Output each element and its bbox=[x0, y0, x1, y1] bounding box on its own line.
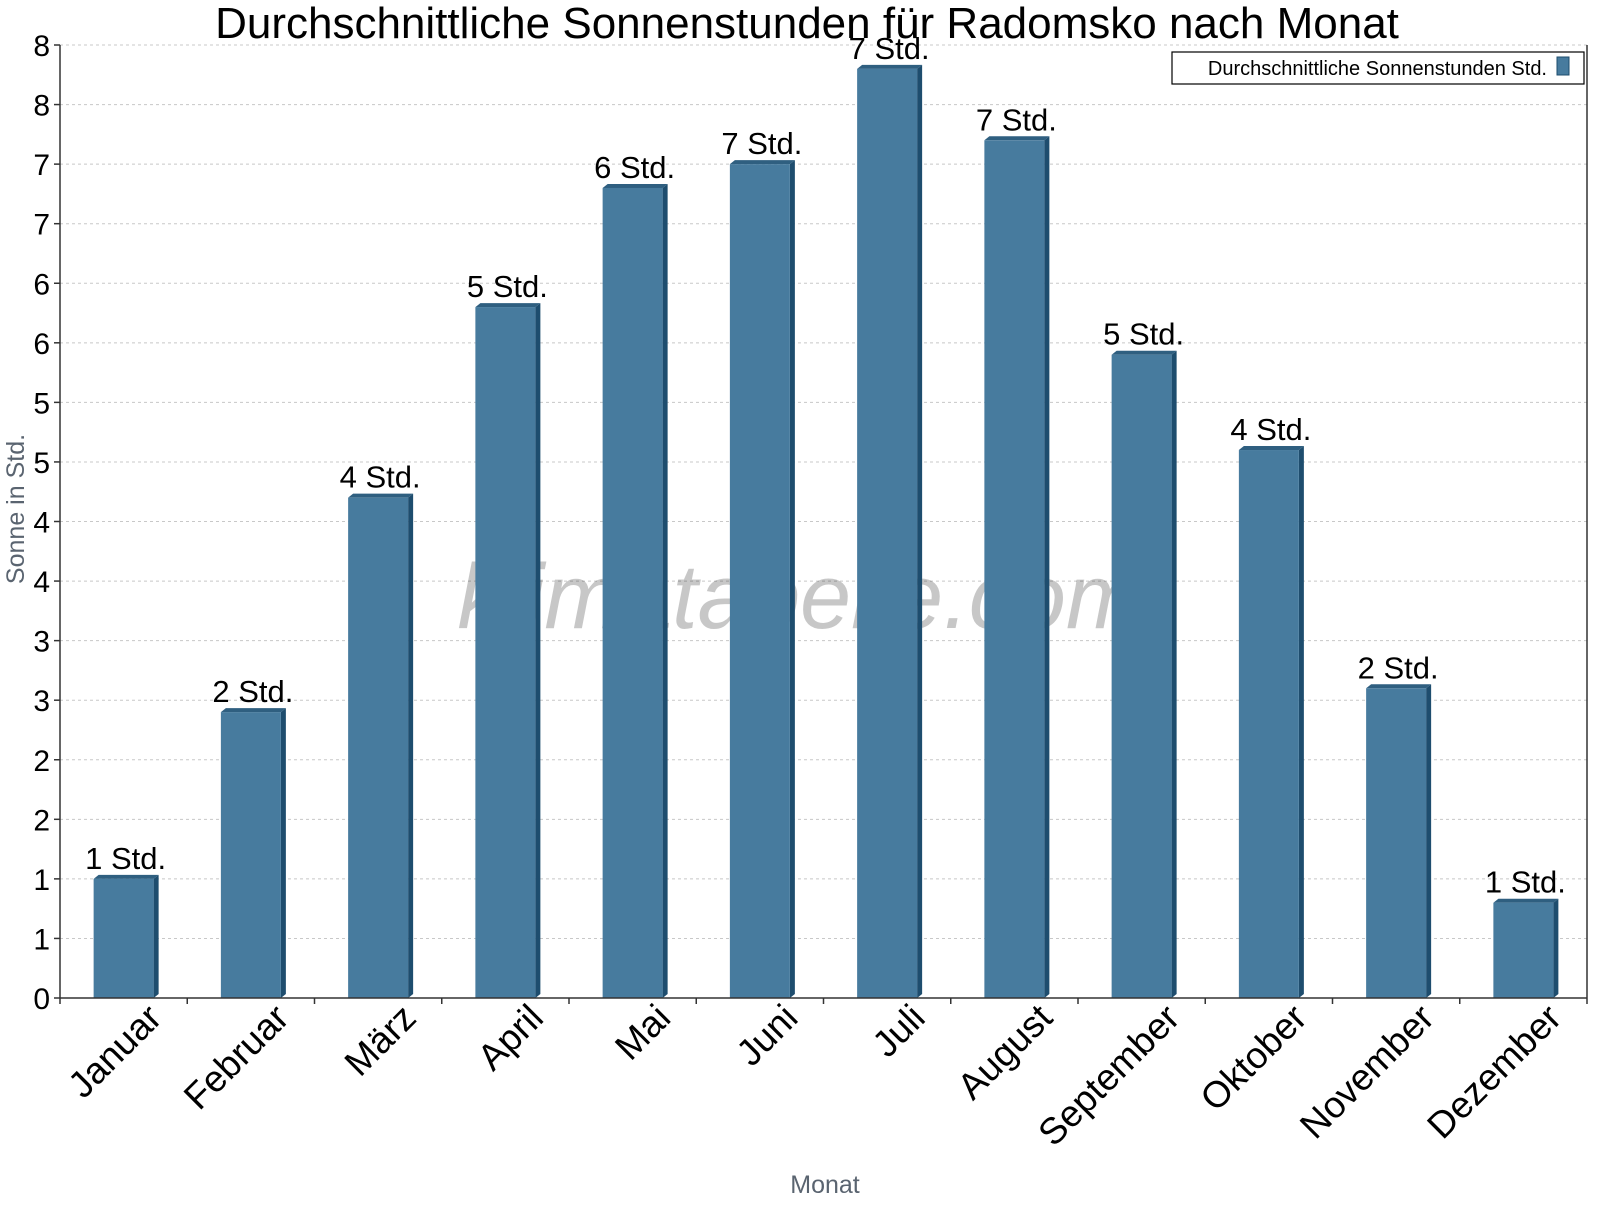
bar-side bbox=[408, 493, 414, 998]
legend-label: Durchschnittliche Sonnenstunden Std. bbox=[1208, 58, 1547, 80]
bar-side bbox=[153, 874, 159, 998]
bar-value-label: 1 Std. bbox=[85, 841, 166, 876]
bar-value-labels: 1 Std. 2 Std. 4 Std. 5 Std. 6 Std. 7 Std. 7 St… bbox=[85, 31, 1566, 900]
bar-side bbox=[1044, 136, 1050, 999]
x-tick-label: Oktober bbox=[1192, 997, 1314, 1119]
legend-box bbox=[1171, 51, 1585, 85]
bar-side bbox=[1298, 446, 1304, 998]
y-tick-label: 1 bbox=[33, 923, 50, 956]
x-tick-label: Mai bbox=[607, 997, 678, 1068]
bar-value-label: 6 Std. bbox=[594, 150, 675, 185]
y-tick-label: 4 bbox=[33, 507, 50, 540]
bar-value-label: 7 Std. bbox=[976, 102, 1057, 137]
y-axis-label: Sonne in Std. bbox=[2, 434, 30, 584]
bar-top bbox=[729, 160, 795, 165]
y-tick-label: 5 bbox=[33, 387, 50, 420]
gridlines bbox=[60, 44, 1587, 939]
bar bbox=[1238, 450, 1299, 998]
y-tick-label: 8 bbox=[33, 90, 50, 123]
x-tick-label: Juli bbox=[865, 997, 933, 1065]
bar-side bbox=[280, 708, 286, 998]
bar-side bbox=[917, 64, 923, 998]
bar-value-label: 5 Std. bbox=[467, 269, 548, 304]
y-tick-label: 8 bbox=[33, 30, 50, 63]
bar-value-label: 7 Std. bbox=[721, 126, 802, 161]
bar-top bbox=[1366, 684, 1432, 689]
bar bbox=[1493, 902, 1554, 998]
bar bbox=[984, 140, 1045, 999]
x-axis-label: Monat bbox=[790, 1171, 860, 1199]
bar-top bbox=[602, 183, 668, 188]
x-tick-label: Februar bbox=[176, 997, 297, 1118]
bar-value-label: 4 Std. bbox=[1230, 412, 1311, 447]
bar-side bbox=[535, 303, 541, 998]
x-tick-labels: Januar Februar März April Mai Juni Juli AugustS… bbox=[60, 996, 1569, 1153]
bar-top bbox=[1493, 898, 1559, 903]
bar-top bbox=[348, 493, 414, 498]
y-tick-label: 6 bbox=[33, 328, 50, 361]
bar bbox=[602, 187, 663, 998]
y-tick-label: 2 bbox=[33, 745, 50, 778]
bar bbox=[1111, 354, 1172, 999]
bar bbox=[1366, 688, 1427, 998]
bar-value-label: 4 Std. bbox=[340, 460, 421, 495]
y-tick-label: 3 bbox=[33, 626, 50, 659]
bar bbox=[729, 164, 790, 998]
bar-side bbox=[1171, 350, 1177, 999]
y-tick-label: 7 bbox=[33, 149, 50, 182]
bar bbox=[857, 68, 918, 998]
x-tick-label: Dezember bbox=[1419, 997, 1569, 1147]
x-tick-label: Januar bbox=[60, 997, 169, 1106]
bar-value-label: 2 Std. bbox=[1358, 650, 1439, 685]
bar-value-label: 7 Std. bbox=[849, 31, 930, 66]
y-tick-label: 5 bbox=[33, 447, 50, 480]
x-tick-label: November bbox=[1292, 997, 1442, 1147]
legend-swatch bbox=[1556, 56, 1570, 76]
axes bbox=[54, 44, 1588, 1004]
y-tick-label: 4 bbox=[33, 566, 50, 599]
x-tick-label: März bbox=[337, 997, 424, 1084]
y-tick-label: 3 bbox=[33, 685, 50, 718]
bar-top bbox=[475, 303, 541, 308]
bar-side bbox=[1426, 684, 1432, 998]
bar-top bbox=[984, 136, 1050, 141]
bar-top bbox=[1111, 350, 1177, 355]
bar-side bbox=[662, 183, 668, 998]
y-tick-label: 7 bbox=[33, 209, 50, 242]
x-tick-label: April bbox=[470, 997, 551, 1078]
bar-top bbox=[220, 708, 286, 713]
bar-top bbox=[857, 64, 923, 69]
bar-value-label: 2 Std. bbox=[212, 674, 293, 709]
bar bbox=[348, 497, 409, 998]
bar bbox=[475, 307, 536, 998]
y-tick-label: 6 bbox=[33, 268, 50, 301]
y-tick-labels: 0 1 1 2 2 3 3 4 4 5 5 6 6 7 7 8 8 bbox=[33, 30, 50, 1016]
legend: Durchschnittliche Sonnenstunden Std. bbox=[1171, 51, 1585, 85]
bar-side bbox=[1553, 898, 1559, 998]
bar-top bbox=[93, 874, 159, 879]
bar-value-label: 5 Std. bbox=[1103, 317, 1184, 352]
bar-top bbox=[1238, 446, 1304, 451]
y-tick-label: 1 bbox=[33, 864, 50, 897]
bar-side bbox=[789, 160, 795, 998]
x-tick-label: August bbox=[950, 996, 1061, 1107]
y-tick-label: 2 bbox=[33, 804, 50, 837]
bar bbox=[93, 878, 154, 998]
x-tick-label: Juni bbox=[729, 997, 806, 1074]
bars bbox=[93, 64, 1559, 999]
chart-title: Durchschnittliche Sonnenstunden für Rado… bbox=[215, 0, 1399, 48]
bar bbox=[220, 712, 281, 998]
y-tick-label: 0 bbox=[33, 983, 50, 1016]
bar-value-label: 1 Std. bbox=[1485, 865, 1566, 900]
